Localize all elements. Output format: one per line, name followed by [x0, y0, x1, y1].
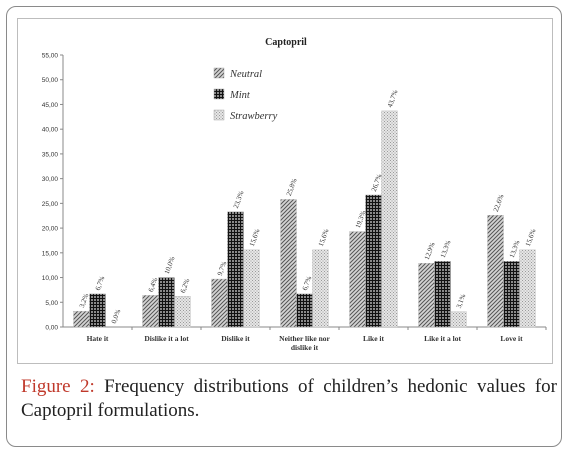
- data-label: 3,1%: [455, 293, 468, 310]
- y-tick-label: 35,00: [42, 151, 59, 158]
- y-tick-label: 40,00: [42, 127, 59, 134]
- legend-label-neutral: Neutral: [229, 69, 262, 80]
- bar-strawberry: [381, 110, 398, 328]
- y-tick-label: 25,00: [42, 201, 59, 208]
- x-tick-label: Dislike it a lot: [144, 334, 189, 343]
- data-label: 13,3%: [439, 239, 453, 259]
- data-label: 12,9%: [423, 241, 437, 261]
- data-label: 43,7%: [386, 89, 400, 109]
- legend-swatch-neutral: [213, 67, 225, 79]
- data-label: 6,4%: [147, 276, 160, 293]
- caption-label: Figure 2:: [21, 376, 95, 397]
- bar-neutral: [418, 263, 435, 328]
- data-label: 0,0%: [110, 308, 123, 325]
- data-label: 15,6%: [524, 228, 538, 248]
- figure-caption: Figure 2: Frequency distributions of chi…: [21, 375, 557, 423]
- legend-label-strawberry: Strawberry: [230, 111, 278, 122]
- y-tick-label: 45,00: [42, 102, 59, 109]
- bar-neutral: [142, 295, 159, 328]
- bar-neutral: [73, 310, 90, 328]
- data-label: 6,7%: [301, 275, 314, 292]
- bar-mint: [365, 194, 382, 328]
- caption-text: Frequency distributions of children’s he…: [21, 376, 558, 421]
- x-tick-label: Dislike it: [221, 334, 250, 343]
- data-label: 23,3%: [232, 190, 246, 210]
- bar-strawberry: [174, 296, 191, 328]
- legend-label-mint: Mint: [229, 90, 251, 101]
- legend-swatch-mint: [213, 88, 225, 100]
- figure-frame: Captopril 0,00 5,00 10,00 15,00 20,00 25,00 30…: [6, 6, 562, 447]
- bar-mint: [227, 211, 244, 328]
- bar-mint: [296, 293, 313, 328]
- x-tick-label: Like it: [363, 334, 385, 343]
- data-label: 6,2%: [179, 277, 192, 294]
- x-tick-label: Like it a lot: [424, 334, 461, 343]
- y-tick-label: 20,00: [42, 226, 59, 233]
- bar-neutral: [280, 199, 297, 328]
- data-label: 10,0%: [163, 255, 177, 275]
- data-label: 9,7%: [216, 260, 229, 277]
- bar-mint: [89, 293, 106, 328]
- y-tick-label: 15,00: [42, 250, 59, 257]
- bar-strawberry: [450, 311, 467, 328]
- bar-neutral: [349, 231, 366, 328]
- data-label: 15,6%: [248, 228, 262, 248]
- y-tick-label: 5,00: [45, 300, 58, 307]
- y-tick-label: 10,00: [42, 275, 59, 282]
- chart-title: Captopril: [265, 37, 307, 48]
- bar-strawberry: [312, 249, 329, 328]
- data-label: 6,7%: [94, 275, 107, 292]
- bar-strawberry: [243, 249, 260, 328]
- y-tick-label: 0,00: [45, 325, 58, 332]
- data-label: 15,6%: [317, 228, 331, 248]
- bar-neutral: [211, 278, 228, 328]
- bar-strawberry: [519, 249, 536, 328]
- bar-chart: Captopril 0,00 5,00 10,00 15,00 20,00 25,00 30…: [42, 37, 547, 352]
- x-tick-label: Hate it: [87, 334, 109, 343]
- legend: Neutral Mint Strawberry: [213, 67, 278, 122]
- bar-mint: [158, 277, 175, 328]
- y-tick-label: 50,00: [42, 77, 59, 84]
- x-tick-label: Love it: [500, 334, 523, 343]
- y-tick-label: 55,00: [42, 53, 59, 60]
- bar-mint: [503, 261, 520, 328]
- y-tick-label: 30,00: [42, 176, 59, 183]
- chart-area: Captopril 0,00 5,00 10,00 15,00 20,00 25,00 30…: [17, 18, 553, 364]
- legend-swatch-strawberry: [213, 109, 225, 121]
- data-label: 3,2%: [78, 292, 91, 309]
- data-label: 25,8%: [285, 177, 299, 197]
- bar-mint: [434, 261, 451, 328]
- data-label: 22,6%: [492, 193, 506, 213]
- x-tick-label: Neither like nor dislike it: [279, 334, 330, 352]
- bar-neutral: [487, 215, 504, 328]
